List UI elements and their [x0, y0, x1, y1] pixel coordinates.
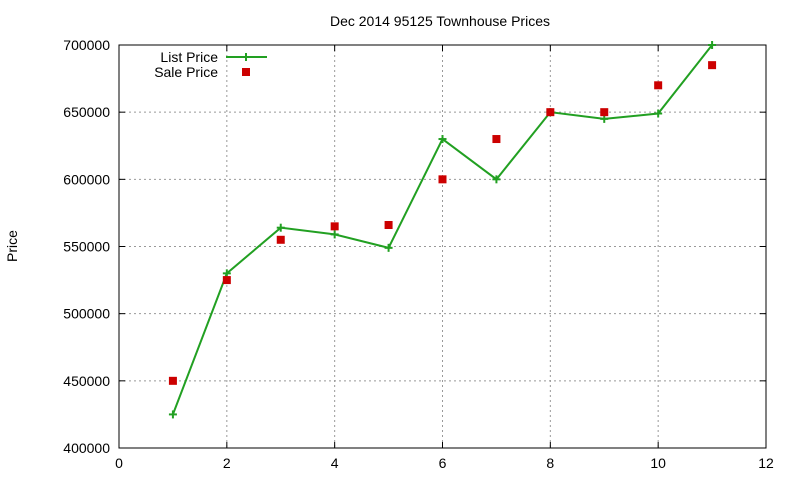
- axes: [118, 44, 767, 449]
- legend-label: List Price: [160, 49, 218, 65]
- tick-labels: 0 2 4 6 8 10 12 400000 450000 500000 550000 600000 6…: [63, 37, 774, 471]
- list-price-point: [384, 243, 393, 252]
- x-tick-label: 2: [223, 455, 231, 471]
- list-price-point: [222, 269, 231, 278]
- y-tick-label: 700000: [63, 37, 110, 53]
- list-price-point: [654, 109, 663, 118]
- list-price-point: [276, 223, 285, 232]
- sale-price-point: [330, 222, 339, 231]
- sale-price-point: [492, 135, 501, 144]
- chart-title: Dec 2014 95125 Townhouse Prices: [330, 13, 550, 29]
- legend-square-swatch: [242, 68, 250, 76]
- x-tick-label: 8: [546, 455, 554, 471]
- x-tick-label: 12: [758, 455, 774, 471]
- sale-price-point: [438, 175, 447, 184]
- x-tick-label: 6: [439, 455, 447, 471]
- list-price-point: [600, 114, 609, 123]
- list-price-point: [438, 135, 447, 144]
- sale-price-point: [600, 108, 609, 117]
- legend-plus-swatch: [242, 53, 250, 61]
- series-sale-price: [168, 61, 717, 385]
- y-tick-label: 550000: [63, 239, 110, 255]
- legend-label: Sale Price: [154, 64, 218, 80]
- list-price-point: [168, 410, 177, 419]
- sale-price-point: [222, 276, 231, 285]
- x-tick-label: 0: [115, 455, 123, 471]
- list-price-point: [492, 175, 501, 184]
- sale-price-point: [168, 376, 177, 385]
- series: [168, 41, 717, 419]
- legend-entry: List Price: [160, 49, 267, 65]
- legend-entry: Sale Price: [154, 64, 250, 80]
- y-tick-label: 450000: [63, 373, 110, 389]
- sale-price-point: [654, 81, 663, 90]
- list-price-point: [330, 230, 339, 239]
- y-tick-label: 650000: [63, 104, 110, 120]
- y-axis-label: Price: [4, 230, 20, 262]
- x-tick-label: 4: [331, 455, 339, 471]
- y-tick-label: 500000: [63, 306, 110, 322]
- x-tick-label: 10: [650, 455, 666, 471]
- series-list-price: [168, 41, 717, 419]
- y-tick-label: 400000: [63, 440, 110, 456]
- y-tick-label: 600000: [63, 171, 110, 187]
- sale-price-point: [384, 221, 393, 230]
- sale-price-point: [276, 235, 285, 244]
- sale-price-point: [546, 108, 555, 117]
- grid: [119, 45, 766, 448]
- list-price-point: [708, 41, 717, 49]
- sale-price-point: [708, 61, 717, 70]
